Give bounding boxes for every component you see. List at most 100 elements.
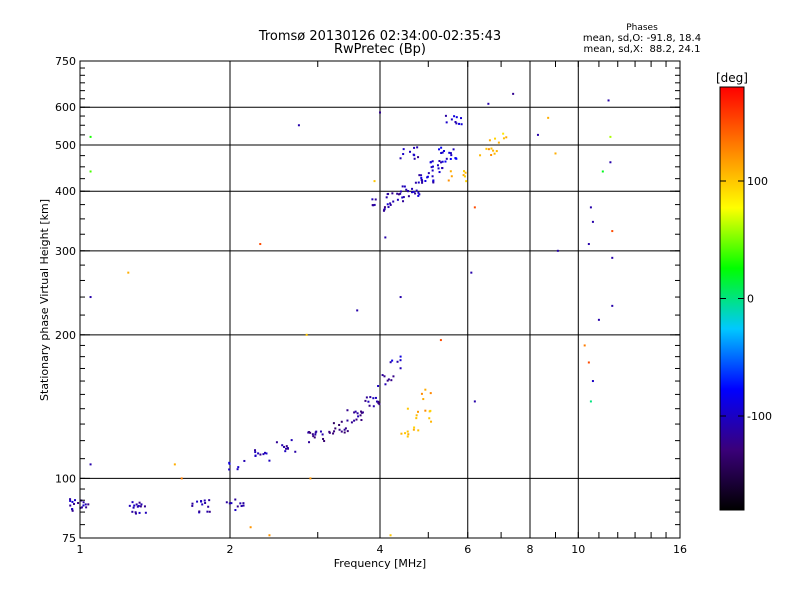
data-point: [381, 374, 384, 377]
data-point: [372, 204, 375, 207]
data-point: [396, 192, 399, 195]
data-point: [69, 504, 72, 507]
data-point: [587, 243, 590, 246]
data-point: [254, 449, 257, 452]
x-tick-label: 1: [77, 543, 84, 556]
data-point: [369, 396, 372, 399]
data-point: [458, 122, 461, 125]
data-point: [430, 166, 433, 169]
data-point: [455, 122, 458, 125]
data-point: [374, 396, 377, 399]
data-point: [488, 139, 491, 142]
data-point: [367, 400, 370, 403]
data-point: [406, 407, 409, 410]
data-point: [354, 410, 357, 413]
data-point: [495, 150, 498, 153]
data-point: [385, 196, 388, 199]
data-point: [228, 462, 231, 465]
data-point: [449, 157, 452, 160]
data-point: [432, 179, 435, 182]
data-point: [338, 428, 341, 431]
data-point: [413, 154, 416, 157]
data-point: [173, 463, 176, 466]
data-point: [69, 498, 72, 501]
data-point: [490, 147, 493, 150]
data-point: [383, 375, 386, 378]
data-point: [430, 420, 433, 423]
colorbar-label: [deg]: [716, 71, 748, 85]
data-point: [377, 385, 380, 388]
data-point: [225, 501, 228, 504]
data-point: [432, 180, 435, 183]
data-point: [131, 510, 134, 513]
data-point: [312, 435, 315, 438]
data-point: [340, 420, 343, 423]
data-point: [427, 172, 430, 175]
data-point: [407, 190, 410, 193]
data-point: [283, 445, 286, 448]
data-point: [308, 431, 311, 434]
data-point: [392, 200, 395, 203]
colorbar-ticks: 100 0 -100: [720, 175, 772, 423]
data-point: [439, 339, 442, 342]
data-point: [473, 206, 476, 209]
data-point: [343, 431, 346, 434]
data-point: [417, 194, 420, 197]
data-point: [463, 175, 466, 178]
data-point: [353, 419, 356, 422]
data-point: [74, 499, 77, 502]
data-point: [396, 360, 399, 363]
data-point: [490, 154, 493, 157]
data-point: [200, 500, 203, 503]
data-point: [309, 431, 312, 434]
data-point: [447, 179, 450, 182]
data-point: [373, 180, 376, 183]
data-point: [445, 157, 448, 160]
data-point: [453, 115, 456, 118]
data-point: [591, 380, 594, 383]
data-point: [308, 441, 311, 444]
data-point: [438, 171, 441, 174]
chart-title: Tromsø 20130126 02:34:00-02:35:43: [258, 29, 501, 44]
data-point: [254, 454, 257, 457]
data-point: [547, 116, 550, 119]
data-point: [389, 534, 392, 537]
data-point: [332, 432, 335, 435]
data-point: [313, 436, 316, 439]
data-point: [346, 419, 349, 422]
data-point: [441, 167, 444, 170]
data-point: [275, 441, 278, 444]
data-point: [407, 195, 410, 198]
data-point: [556, 249, 559, 252]
data-point: [340, 430, 343, 433]
data-point: [138, 501, 141, 504]
data-point: [415, 414, 418, 417]
data-point: [314, 431, 317, 434]
data-point: [401, 185, 404, 188]
data-point: [399, 192, 402, 195]
data-point: [505, 136, 508, 139]
y-tick-label: 750: [55, 55, 76, 68]
data-point: [611, 256, 614, 259]
data-point: [413, 157, 416, 160]
data-point: [386, 379, 389, 382]
data-point: [455, 116, 458, 119]
data-point: [583, 344, 586, 347]
data-point: [89, 135, 92, 138]
x-axis-tick-labels: 1 2 4 6 8 10 16: [77, 543, 688, 556]
data-point: [338, 423, 341, 426]
data-point: [440, 161, 443, 164]
data-point: [417, 181, 420, 184]
data-point: [417, 429, 420, 432]
data-point: [284, 447, 287, 450]
data-point: [422, 398, 425, 401]
data-point: [284, 450, 287, 453]
data-point: [204, 501, 207, 504]
data-point: [77, 502, 80, 505]
data-point: [611, 304, 614, 307]
data-point: [402, 153, 405, 156]
data-point: [249, 526, 252, 529]
data-point: [236, 505, 239, 508]
data-point: [420, 174, 423, 177]
data-point: [387, 378, 390, 381]
